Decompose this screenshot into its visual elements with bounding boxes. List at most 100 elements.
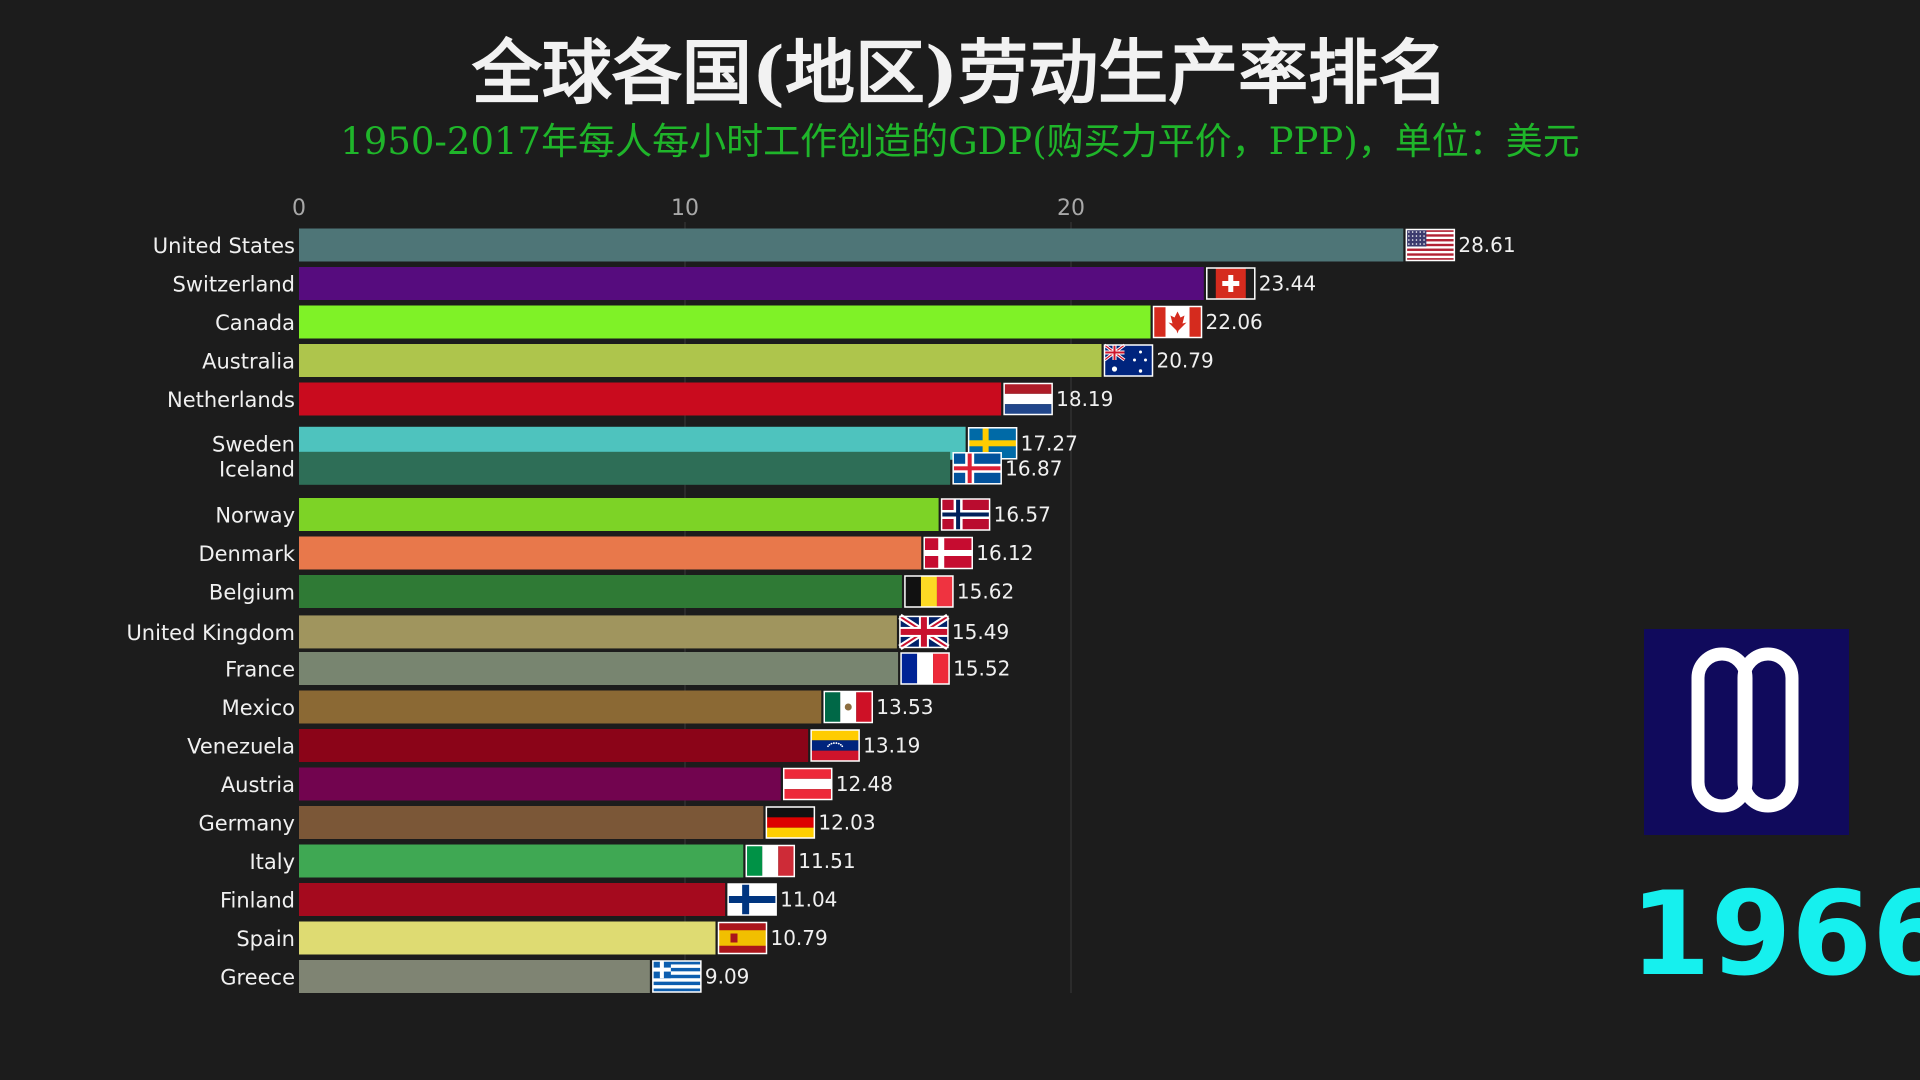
bar bbox=[299, 767, 781, 801]
bar bbox=[299, 652, 899, 685]
value-label: 11.51 bbox=[798, 849, 855, 873]
dk-flag-icon bbox=[923, 536, 973, 570]
chart-title: 全球各国(地区)劳动生产率排名 bbox=[471, 31, 1449, 114]
double-loop-logo-icon bbox=[1644, 629, 1849, 835]
category-label: Venezuela bbox=[187, 735, 295, 759]
bar-row: Germany 12.03 bbox=[198, 806, 876, 839]
category-label: Sweden bbox=[212, 432, 295, 456]
category-label: United Kingdom bbox=[126, 621, 295, 645]
value-label: 13.53 bbox=[876, 695, 933, 719]
category-label: Mexico bbox=[222, 696, 295, 720]
value-label: 16.87 bbox=[1005, 456, 1062, 480]
bar bbox=[299, 844, 744, 878]
fr-flag-icon bbox=[900, 652, 950, 685]
value-label: 10.79 bbox=[770, 926, 827, 950]
x-tick-label: 20 bbox=[1057, 196, 1085, 221]
category-label: France bbox=[225, 658, 295, 682]
us-flag-icon bbox=[1405, 228, 1456, 262]
bar bbox=[299, 267, 1204, 300]
bar-row: United Kingdom 15.49 bbox=[126, 613, 1009, 650]
bar-row: Venezuela 13.19 bbox=[187, 729, 920, 762]
category-label: Denmark bbox=[198, 542, 295, 566]
bar-row: Spain 10.79 bbox=[236, 921, 828, 955]
category-label: Switzerland bbox=[173, 273, 296, 297]
gr-flag-icon bbox=[652, 960, 702, 993]
category-label: Greece bbox=[220, 966, 295, 990]
value-label: 18.19 bbox=[1056, 387, 1113, 411]
es-flag-icon bbox=[717, 921, 768, 955]
value-label: 20.79 bbox=[1156, 349, 1213, 373]
category-label: Canada bbox=[215, 311, 295, 335]
category-label: Finland bbox=[220, 889, 295, 913]
nl-flag-icon bbox=[1003, 382, 1053, 416]
category-label: Belgium bbox=[209, 581, 295, 605]
is-flag-icon bbox=[952, 452, 1002, 485]
year-label: 1966 bbox=[1630, 867, 1920, 1002]
no-flag-icon bbox=[940, 498, 991, 531]
value-label: 28.61 bbox=[1458, 233, 1515, 257]
bar-row: Finland 11.04 bbox=[220, 883, 837, 916]
value-label: 9.09 bbox=[705, 965, 750, 989]
bar bbox=[299, 536, 922, 570]
x-tick-label: 0 bbox=[292, 196, 306, 221]
bar bbox=[299, 344, 1102, 377]
category-label: Italy bbox=[249, 850, 295, 874]
bar bbox=[299, 729, 809, 762]
bar bbox=[299, 382, 1002, 416]
value-label: 22.06 bbox=[1206, 310, 1263, 334]
category-label: Germany bbox=[198, 812, 295, 836]
fi-flag-icon bbox=[727, 883, 777, 916]
value-label: 17.27 bbox=[1021, 431, 1078, 455]
bar bbox=[299, 806, 764, 839]
tick-layer: 0 10 20 bbox=[292, 196, 1085, 221]
bar bbox=[299, 921, 716, 955]
bar bbox=[299, 615, 897, 649]
it-flag-icon bbox=[745, 844, 796, 878]
value-label: 23.44 bbox=[1259, 272, 1316, 296]
bar bbox=[299, 498, 939, 531]
category-label: Spain bbox=[236, 927, 295, 951]
ch-flag-icon bbox=[1206, 267, 1256, 300]
bar-row: Switzerland 23.44 bbox=[173, 267, 1316, 300]
category-label: Netherlands bbox=[167, 388, 295, 412]
value-label: 15.49 bbox=[952, 620, 1009, 644]
category-label: Iceland bbox=[219, 457, 295, 481]
bar-row: Belgium 15.62 bbox=[209, 575, 1014, 608]
ve-flag-icon bbox=[810, 729, 860, 762]
bar-row: Italy 11.51 bbox=[249, 844, 856, 878]
bar-row: United States 28.61 bbox=[153, 228, 1516, 262]
bar-row: France 15.52 bbox=[225, 652, 1010, 685]
bar-row: Greece 9.09 bbox=[220, 960, 749, 993]
bar-row: Australia 20.79 bbox=[202, 343, 1214, 377]
ca-flag-icon bbox=[1152, 305, 1203, 339]
value-label: 15.52 bbox=[953, 657, 1010, 681]
value-label: 16.12 bbox=[976, 541, 1033, 565]
bar-layer: United States 28.61 Switzerland 23.44 Canada… bbox=[126, 228, 1516, 993]
mx-flag-icon bbox=[823, 690, 874, 724]
category-label: United States bbox=[153, 234, 295, 258]
bar bbox=[299, 575, 902, 608]
value-label: 15.62 bbox=[957, 580, 1014, 604]
de-flag-icon bbox=[765, 806, 816, 839]
value-label: 12.48 bbox=[836, 772, 893, 796]
category-label: Australia bbox=[202, 350, 295, 374]
bar-row: Canada 22.06 bbox=[215, 305, 1263, 339]
x-tick-label: 10 bbox=[671, 196, 699, 221]
gb-flag-icon bbox=[898, 613, 950, 650]
bar-row: Denmark 16.12 bbox=[198, 536, 1033, 570]
bar-row: Mexico 13.53 bbox=[222, 690, 934, 724]
at-flag-icon bbox=[782, 767, 833, 801]
bar-row: Austria 12.48 bbox=[221, 767, 893, 801]
au-flag-icon bbox=[1103, 343, 1154, 377]
bar bbox=[299, 228, 1404, 262]
value-label: 13.19 bbox=[863, 734, 920, 758]
bar-row: Iceland 16.87 bbox=[219, 451, 1062, 485]
value-label: 16.57 bbox=[994, 503, 1051, 527]
bar bbox=[299, 305, 1151, 339]
bar bbox=[299, 960, 650, 993]
bar bbox=[299, 883, 726, 916]
category-label: Austria bbox=[221, 773, 295, 797]
be-flag-icon bbox=[904, 575, 954, 608]
